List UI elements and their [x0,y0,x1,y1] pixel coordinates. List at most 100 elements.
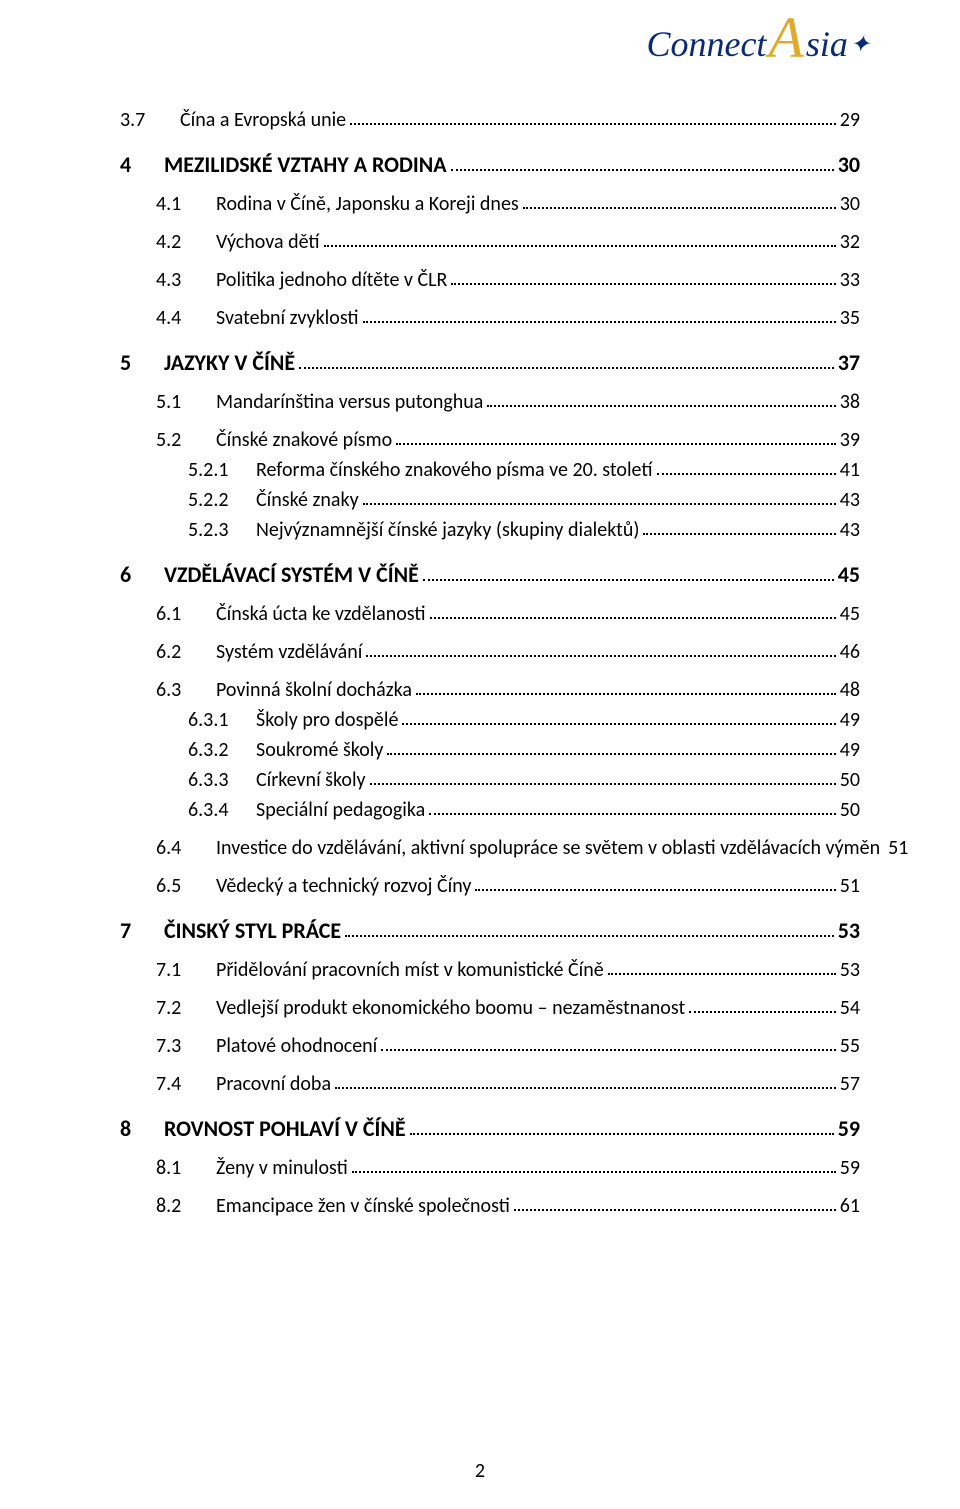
toc-entry-title: Rodina v Číně, Japonsku a Koreji dnes [216,194,519,214]
toc-entry-number: 5.2.3 [188,520,256,540]
toc-entry: 6.5Vědecký a technický rozvoj Číny 51 [120,876,860,896]
toc-entry: 5.2Čínské znakové písmo39 [120,430,860,450]
toc-entry-number: 5 [120,352,164,374]
toc-entry-number: 4 [120,154,164,176]
toc-entry-page: 39 [840,430,860,450]
toc-entry: 4.4Svatební zvyklosti35 [120,308,860,328]
toc-entry-page: 53 [840,960,860,980]
toc-entry: 5.2.3Nejvýznamnější čínské jazyky (skupi… [120,520,860,540]
toc-entry-number: 6.3.3 [188,770,256,790]
toc-entry-title: Vědecký a technický rozvoj Číny [216,876,471,896]
toc-entry-page: 32 [840,232,860,252]
toc-leader-dots [352,1170,836,1173]
toc-entry: 6.3.3Církevní školy 50 [120,770,860,790]
toc-entry-page: 50 [840,800,860,820]
brand-logo: Connect A sia ✦ [646,18,870,65]
toc-entry-number: 5.2.1 [188,460,256,480]
toc-entry-number: 4.2 [156,232,216,252]
logo-right: sia [806,23,848,65]
toc-entry: 4.3Politika jednoho dítěte v ČLR33 [120,270,860,290]
toc-entry-title: Speciální pedagogika [256,800,425,820]
toc-leader-dots [657,472,836,475]
toc-entry: 5JAZYKY V ČÍNĚ37 [120,352,860,374]
toc-entry-page: 38 [840,392,860,412]
page-number: 2 [0,1459,960,1483]
toc-leader-dots [514,1208,836,1211]
toc-entry-title: ROVNOST POHLAVÍ V ČÍNĚ [164,1118,406,1140]
toc-leader-dots [363,502,836,505]
toc-entry: 7ČINSKÝ STYL PRÁCE 53 [120,920,860,942]
toc-entry: 5.2.2Čínské znaky43 [120,490,860,510]
toc-entry-number: 6.1 [156,604,216,624]
toc-entry-title: VZDĚLÁVACÍ SYSTÉM V ČÍNĚ [164,564,419,586]
toc-entry-number: 8.1 [156,1158,216,1178]
toc-entry-page: 61 [840,1196,860,1216]
toc-entry-number: 7.1 [156,960,216,980]
toc-entry-number: 6.3 [156,680,216,700]
toc-entry-page: 48 [840,680,860,700]
toc-leader-dots [345,934,834,937]
logo-mid: A [768,18,803,65]
toc-entry-number: 6.3.4 [188,800,256,820]
toc-entry-title: Reforma čínského znakového písma ve 20. … [256,460,653,480]
toc-entry-page: 53 [838,920,860,942]
toc-entry-page: 55 [840,1036,860,1056]
toc-entry-number: 6.4 [156,838,216,858]
toc-entry-number: 8 [120,1118,164,1140]
toc-entry-page: 45 [838,564,860,586]
toc-entry-number: 7 [120,920,164,942]
toc-entry-number: 5.1 [156,392,216,412]
toc-entry: 8ROVNOST POHLAVÍ V ČÍNĚ 59 [120,1118,860,1140]
toc-entry: 8.2Emancipace žen v čínské společnosti61 [120,1196,860,1216]
toc-leader-dots [366,654,835,657]
toc-entry: 6.1Čínská úcta ke vzdělanosti45 [120,604,860,624]
toc-entry-title: Čínské znaky [256,490,359,510]
toc-entry-title: ČINSKÝ STYL PRÁCE [164,920,341,942]
toc-entry-page: 49 [840,740,860,760]
toc-entry-page: 59 [840,1158,860,1178]
toc-entry-title: Platové ohodnocení [216,1036,377,1056]
toc-entry-title: Soukromé školy [256,740,383,760]
toc-leader-dots [410,1132,834,1135]
toc-entry-page: 49 [840,710,860,730]
toc-entry-title: Investice do vzdělávání, aktivní spolupr… [216,838,880,858]
toc-entry-number: 7.2 [156,998,216,1018]
toc-entry-number: 6 [120,564,164,586]
toc-entry-page: 30 [840,194,860,214]
dragon-icon: ✦ [850,30,870,65]
toc-entry-title: Církevní školy [256,770,366,790]
toc-entry-title: Mandarínština versus putonghua [216,392,483,412]
toc-entry-page: 45 [840,604,860,624]
toc-entry-page: 51 [888,838,908,858]
toc-entry-title: Pracovní doba [216,1074,331,1094]
toc-entry: 7.4Pracovní doba57 [120,1074,860,1094]
toc-entry-page: 43 [840,520,860,540]
toc-entry-title: Povinná školní docházka [216,680,412,700]
toc-leader-dots [402,722,835,725]
toc-leader-dots [689,1010,836,1013]
toc-leader-dots [430,616,836,619]
toc-entry-title: Politika jednoho dítěte v ČLR [216,270,447,290]
toc-entry: 6.3.1Školy pro dospělé49 [120,710,860,730]
toc-entry-page: 46 [840,642,860,662]
toc-entry: 6.3Povinná školní docházka 48 [120,680,860,700]
toc-leader-dots [523,206,836,209]
toc-entry-number: 3.7 [120,110,180,130]
toc-entry: 4.1Rodina v Číně, Japonsku a Koreji dnes… [120,194,860,214]
toc-entry-number: 5.2.2 [188,490,256,510]
toc-leader-dots [387,752,835,755]
toc-entry-page: 59 [838,1118,860,1140]
toc-entry-page: 30 [838,154,860,176]
toc-leader-dots [363,320,836,323]
toc-leader-dots [643,532,835,535]
toc-entry: 5.1Mandarínština versus putonghua 38 [120,392,860,412]
toc-leader-dots [416,692,836,695]
toc-entry-page: 51 [840,876,860,896]
toc-entry-number: 6.5 [156,876,216,896]
toc-entry: 5.2.1Reforma čínského znakového písma ve… [120,460,860,480]
toc-entry: 8.1Ženy v minulosti59 [120,1158,860,1178]
toc-leader-dots [350,122,836,125]
toc-entry-page: 50 [840,770,860,790]
logo-left: Connect [646,23,766,65]
toc-leader-dots [475,888,835,891]
